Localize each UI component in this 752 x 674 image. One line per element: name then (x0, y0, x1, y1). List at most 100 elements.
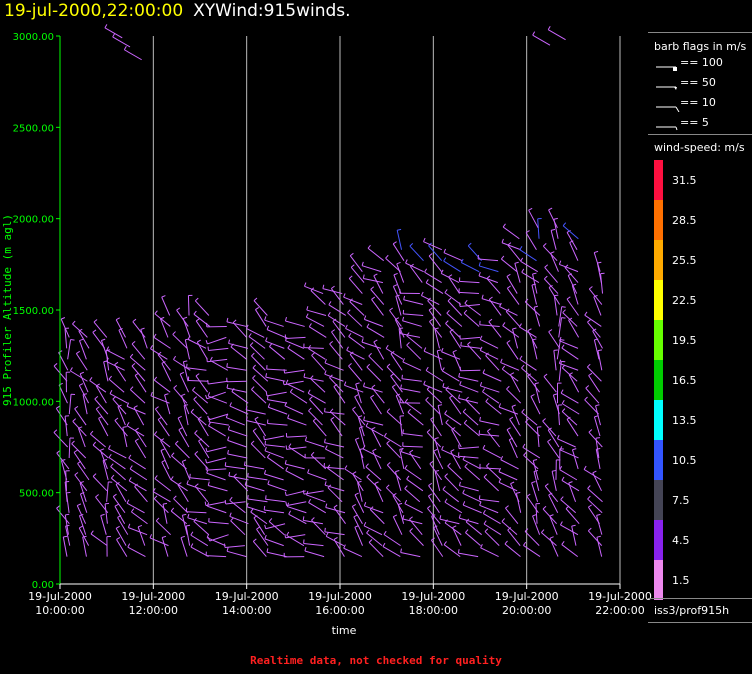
barb-shaft (392, 516, 403, 535)
barb-shaft (548, 331, 561, 349)
wind-barb (531, 338, 538, 360)
wind-barb (224, 462, 246, 470)
wind-barb (587, 485, 603, 503)
wind-barb (429, 460, 442, 481)
wind-barb (389, 307, 402, 327)
barb-tick (173, 385, 178, 389)
barb-shaft (229, 515, 249, 525)
barb-tick (458, 481, 461, 486)
barb-tick (596, 448, 601, 450)
wind-barb (205, 336, 227, 345)
barb-shaft (268, 406, 288, 415)
barb-shaft (64, 514, 69, 535)
colorbar-segment (654, 320, 663, 360)
wind-barb (172, 331, 188, 349)
wind-barb (347, 309, 363, 327)
wind-barb (460, 341, 481, 349)
barb-tick (458, 514, 461, 519)
wind-barb (304, 546, 325, 558)
wind-barb (229, 402, 249, 415)
barb-shaft (373, 341, 385, 360)
wind-barb (187, 513, 207, 525)
barb-shaft (558, 361, 562, 382)
barb-shaft (593, 416, 601, 437)
barb-tick (226, 384, 229, 389)
legend-divider (648, 598, 752, 599)
barb-tick (482, 444, 486, 449)
wind-barb (479, 416, 500, 426)
wind-barb (74, 472, 88, 492)
wind-barb (208, 518, 229, 525)
barb-tick (404, 398, 409, 403)
barb-shaft (161, 296, 171, 316)
barb-shaft (452, 351, 462, 371)
barb-tick (65, 513, 70, 516)
barb-shaft (333, 386, 346, 404)
barb-shaft (188, 380, 209, 382)
barb-shaft (303, 347, 324, 349)
barb-shaft (588, 375, 601, 393)
barb-shaft (479, 350, 499, 360)
wind-barb (264, 534, 284, 547)
barb-tick (122, 426, 127, 428)
barb-shaft (567, 275, 578, 294)
wind-barb (108, 445, 127, 459)
wind-barb (362, 274, 384, 284)
wind-barb (500, 255, 518, 273)
barb-tick (92, 441, 97, 446)
barb-tick (244, 481, 247, 486)
barb-tick (153, 333, 157, 338)
x-tick-date: 19-Jul-2000 (28, 590, 92, 603)
barb-tick (444, 289, 448, 293)
wind-barb (423, 237, 443, 251)
barb-tick (560, 389, 564, 394)
barb-shaft (404, 401, 422, 415)
barb-tick (154, 475, 158, 479)
barb-shaft (460, 336, 481, 340)
barb-shaft (115, 528, 127, 546)
wind-barb (205, 551, 227, 558)
barb-shaft (233, 476, 249, 492)
barb-shaft (400, 387, 421, 393)
wind-barb (540, 529, 557, 547)
wind-barb (308, 323, 327, 338)
barb-shaft (265, 340, 285, 349)
barb-tick (531, 481, 536, 484)
wind-barb (396, 261, 405, 283)
wind-barb (527, 328, 538, 349)
barb-shaft (431, 516, 440, 535)
barb-shaft (208, 521, 229, 525)
barb-tick (324, 370, 327, 375)
y-tick-label: 1000.00 (13, 397, 54, 408)
barb-tick (56, 450, 61, 454)
barb-shaft (566, 419, 579, 437)
wind-barb (571, 283, 579, 305)
wind-barb (462, 501, 482, 514)
barb-tick (269, 343, 273, 347)
barb-shaft (427, 508, 441, 525)
barb-shaft (568, 319, 580, 338)
wind-barb (511, 404, 520, 426)
barb-tick (282, 380, 285, 385)
barb-shaft (250, 443, 266, 459)
wind-barb (126, 402, 146, 415)
barb-tick (521, 364, 525, 369)
wind-barb (382, 542, 401, 558)
colorbar-segment (654, 480, 663, 520)
barb-shaft (264, 450, 284, 459)
barb-tick (444, 410, 448, 415)
wind-barb (324, 407, 345, 415)
barb-tick (400, 384, 402, 389)
barb-tick (226, 363, 228, 368)
wind-barb (310, 375, 326, 393)
wind-barb (399, 289, 420, 295)
barb-tick (286, 531, 290, 536)
barb-shaft (500, 362, 520, 371)
barb-tick (403, 295, 406, 300)
barb-shaft (248, 336, 266, 349)
barb-tick (561, 476, 565, 481)
barb-shaft (451, 429, 462, 448)
barb-shaft (207, 358, 228, 363)
wind-barb (559, 465, 578, 481)
wind-barb (558, 317, 566, 338)
